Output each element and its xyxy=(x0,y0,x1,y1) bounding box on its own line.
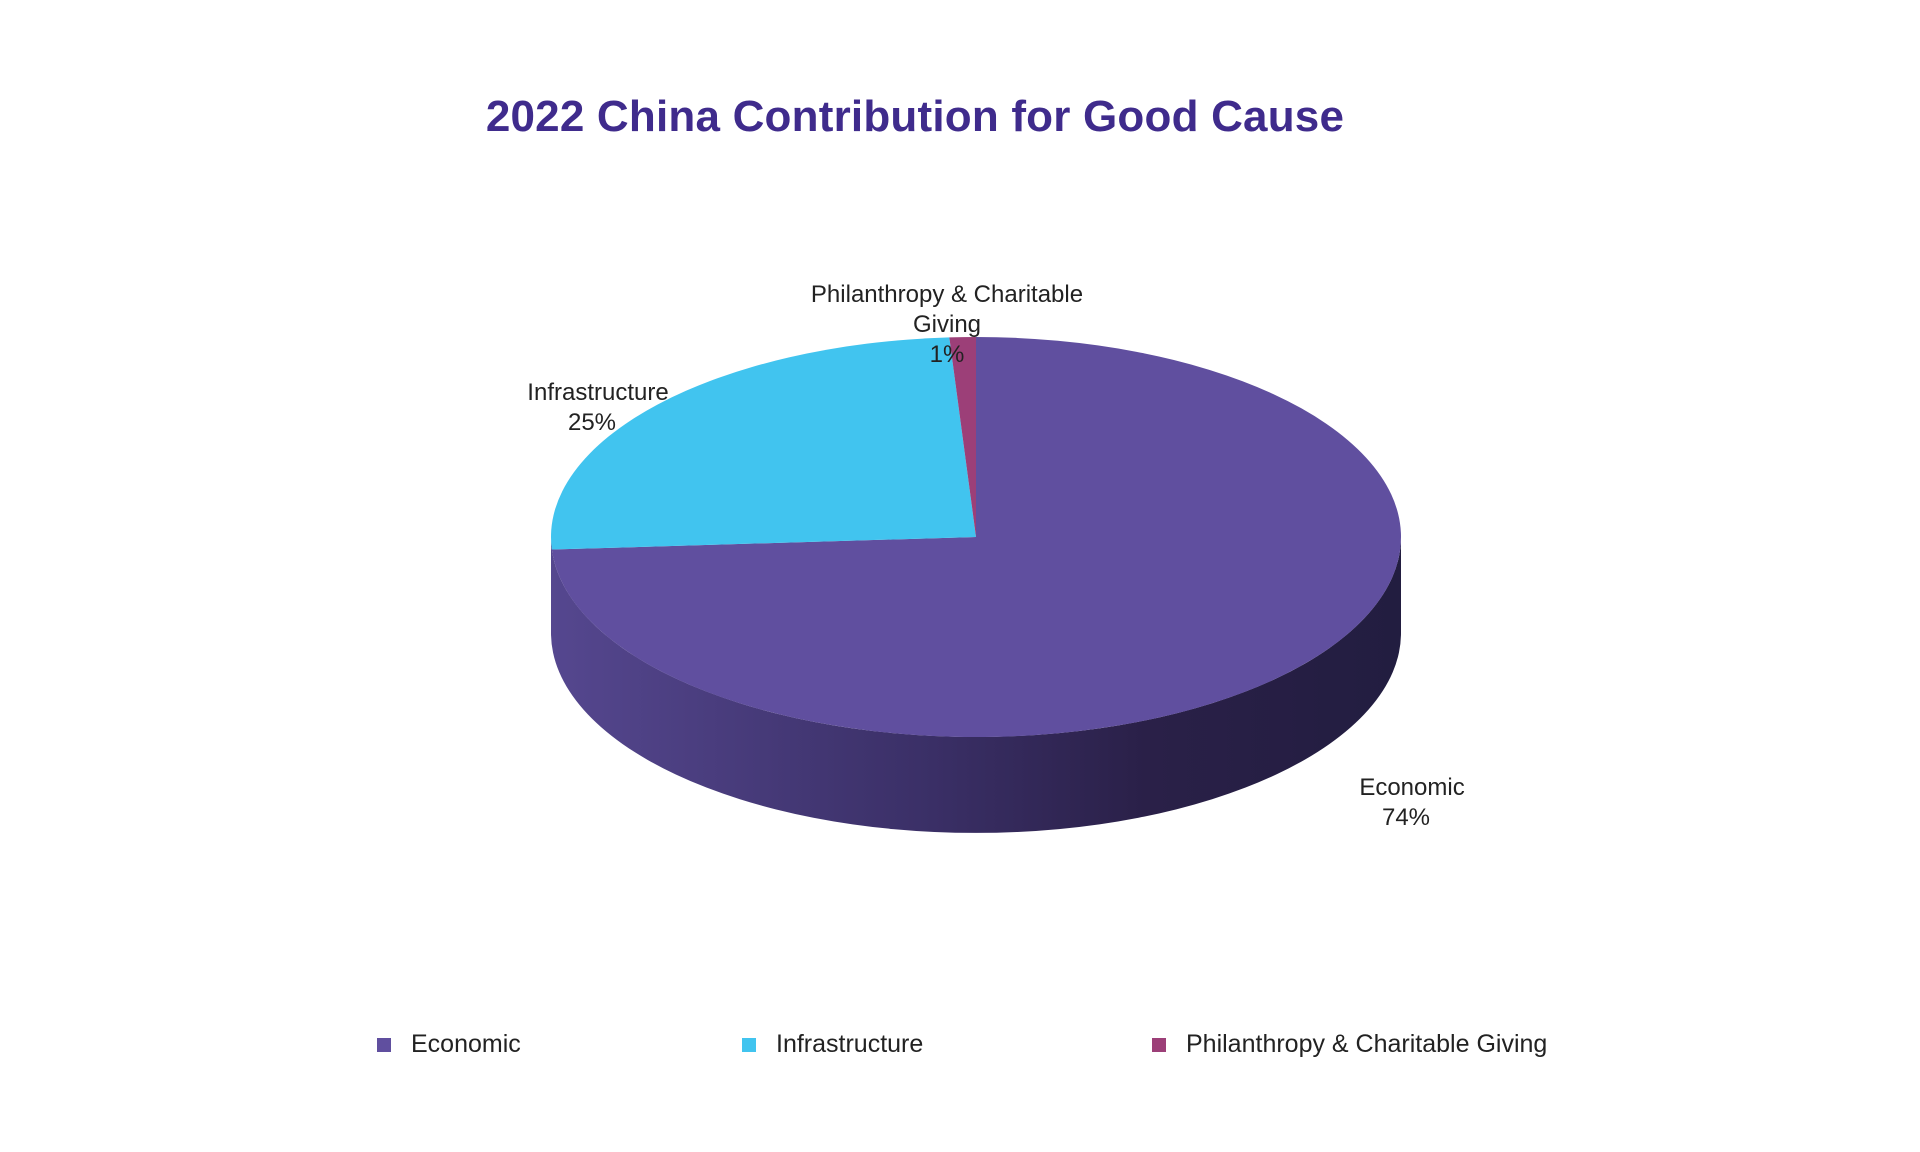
slice-label-economic-name: Economic xyxy=(1359,774,1464,801)
legend-swatch-philanthropy xyxy=(1152,1037,1166,1052)
slice-label-philanthropy-line1: Philanthropy & Charitable xyxy=(811,281,1083,308)
pie-side-wall xyxy=(551,537,1401,833)
slice-label-infrastructure-value: 25% xyxy=(568,409,616,436)
slice-label-philanthropy-value: 1% xyxy=(930,341,965,368)
legend-label-philanthropy: Philanthropy & Charitable Giving xyxy=(1186,1030,1548,1058)
legend-item-infrastructure: Infrastructure xyxy=(742,1030,923,1059)
legend-label-economic: Economic xyxy=(411,1030,521,1058)
slice-label-philanthropy-line2: Giving xyxy=(913,311,981,338)
pie-slice-infrastructure xyxy=(550,337,976,550)
slice-label-infrastructure-name: Infrastructure xyxy=(527,379,668,406)
pie-slice-economic xyxy=(551,337,1401,737)
legend-label-infrastructure: Infrastructure xyxy=(776,1030,924,1058)
chart-title: 2022 China Contribution for Good Cause xyxy=(485,92,1345,141)
legend-swatch-infrastructure xyxy=(742,1037,756,1052)
slice-label-economic-value: 74% xyxy=(1382,804,1430,831)
legend-item-economic: Economic xyxy=(377,1030,521,1059)
legend-item-philanthropy: Philanthropy & Charitable Giving xyxy=(1152,1030,1547,1059)
legend-swatch-economic xyxy=(377,1037,391,1052)
pie-slice-philanthropy xyxy=(949,337,976,537)
